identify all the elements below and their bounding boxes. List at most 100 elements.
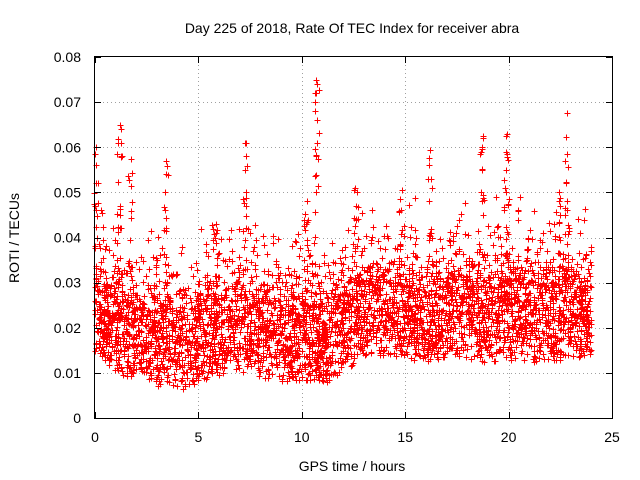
data-point bbox=[253, 237, 260, 244]
data-point bbox=[316, 340, 323, 347]
data-point bbox=[323, 303, 330, 310]
data-point bbox=[214, 255, 221, 262]
data-point bbox=[240, 369, 247, 376]
data-point bbox=[408, 312, 415, 319]
data-point bbox=[144, 313, 151, 320]
data-point bbox=[369, 282, 376, 289]
data-point bbox=[94, 213, 101, 220]
data-point bbox=[100, 237, 107, 244]
data-point bbox=[101, 320, 108, 327]
data-point bbox=[128, 368, 135, 375]
data-point bbox=[491, 229, 498, 236]
data-point bbox=[211, 299, 218, 306]
data-point bbox=[503, 189, 510, 196]
data-point bbox=[562, 330, 569, 337]
data-point bbox=[155, 372, 162, 379]
data-point bbox=[480, 329, 487, 336]
y-tick-label: 0.08 bbox=[54, 49, 81, 65]
data-point bbox=[413, 339, 420, 346]
data-point bbox=[344, 350, 351, 357]
data-point bbox=[242, 167, 249, 174]
data-point bbox=[565, 274, 572, 281]
data-point bbox=[389, 322, 396, 329]
y-tick-label: 0.01 bbox=[54, 365, 81, 381]
data-point bbox=[397, 347, 404, 354]
data-point bbox=[235, 358, 242, 365]
data-point bbox=[163, 215, 170, 222]
data-point bbox=[540, 280, 547, 287]
data-point bbox=[556, 304, 563, 311]
data-point bbox=[233, 306, 240, 313]
data-point bbox=[172, 358, 179, 365]
data-point bbox=[169, 321, 176, 328]
data-point bbox=[135, 328, 142, 335]
data-point bbox=[552, 334, 559, 341]
data-point bbox=[156, 291, 163, 298]
data-point bbox=[314, 328, 321, 335]
data-point bbox=[126, 177, 133, 184]
data-point bbox=[393, 345, 400, 352]
data-point bbox=[495, 223, 502, 230]
data-point bbox=[574, 284, 581, 291]
data-point bbox=[439, 245, 446, 252]
data-point bbox=[139, 319, 146, 326]
data-point bbox=[469, 258, 476, 265]
data-point bbox=[316, 87, 323, 94]
data-point bbox=[462, 279, 469, 286]
data-point bbox=[357, 344, 364, 351]
data-point bbox=[396, 304, 403, 311]
data-point bbox=[92, 203, 99, 210]
data-point bbox=[473, 286, 480, 293]
data-point bbox=[577, 343, 584, 350]
data-point bbox=[159, 312, 166, 319]
data-point bbox=[305, 247, 312, 254]
data-point bbox=[301, 223, 308, 230]
data-point bbox=[427, 345, 434, 352]
data-point bbox=[266, 333, 273, 340]
data-point bbox=[296, 312, 303, 319]
data-point bbox=[115, 136, 122, 143]
data-point bbox=[294, 368, 301, 375]
data-point bbox=[162, 315, 169, 322]
data-point bbox=[308, 362, 315, 369]
data-point bbox=[157, 252, 164, 259]
data-point bbox=[490, 242, 497, 249]
data-point bbox=[551, 357, 558, 364]
data-point bbox=[200, 348, 207, 355]
data-point bbox=[381, 301, 388, 308]
data-point bbox=[226, 236, 233, 243]
data-point bbox=[163, 309, 170, 316]
data-point bbox=[428, 287, 435, 294]
data-point bbox=[198, 333, 205, 340]
data-point bbox=[357, 271, 364, 278]
data-point bbox=[159, 245, 166, 252]
data-point bbox=[314, 117, 321, 124]
data-point bbox=[417, 281, 424, 288]
data-point bbox=[557, 237, 564, 244]
data-point bbox=[289, 282, 296, 289]
data-point bbox=[216, 372, 223, 379]
data-point bbox=[481, 265, 488, 272]
data-point bbox=[121, 267, 128, 274]
data-point bbox=[221, 279, 228, 286]
data-point bbox=[100, 255, 107, 262]
data-point bbox=[505, 257, 512, 264]
data-point bbox=[281, 293, 288, 300]
data-point bbox=[387, 277, 394, 284]
data-point bbox=[313, 77, 320, 84]
data-point bbox=[173, 291, 180, 298]
data-point bbox=[353, 343, 360, 350]
data-point bbox=[586, 324, 593, 331]
data-point bbox=[152, 295, 159, 302]
data-point bbox=[320, 378, 327, 385]
data-point bbox=[311, 240, 318, 247]
data-point bbox=[554, 351, 561, 358]
data-point bbox=[243, 213, 250, 220]
data-point bbox=[153, 271, 160, 278]
data-point bbox=[455, 273, 462, 280]
data-point bbox=[386, 337, 393, 344]
data-point bbox=[299, 293, 306, 300]
data-point bbox=[332, 310, 339, 317]
data-point bbox=[505, 231, 512, 238]
data-point bbox=[434, 350, 441, 357]
